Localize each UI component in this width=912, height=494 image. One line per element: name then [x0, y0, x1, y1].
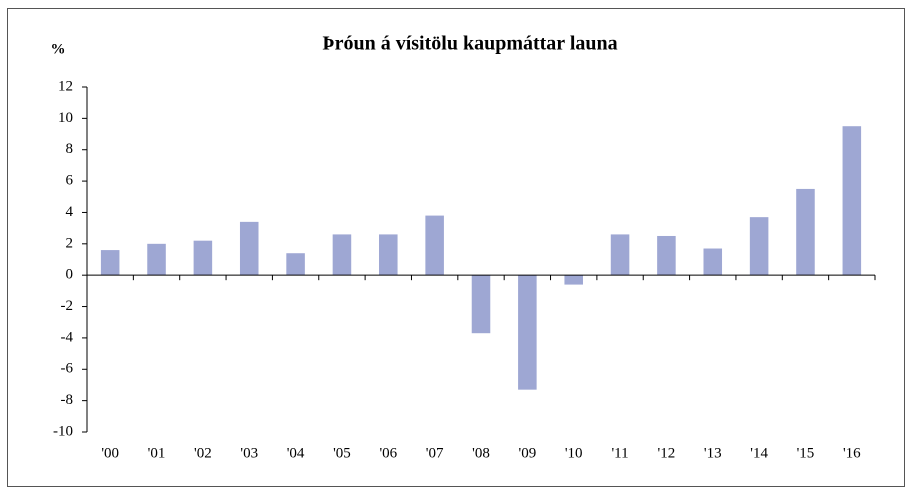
- x-tick-label: '16: [843, 445, 861, 461]
- x-tick-label: '15: [797, 445, 815, 461]
- bar: [703, 248, 723, 276]
- y-tick-label: -8: [61, 392, 74, 408]
- x-tick-label: '13: [704, 445, 722, 461]
- bar: [564, 275, 583, 285]
- y-tick-label: 8: [66, 141, 74, 157]
- y-tick-label: -6: [61, 361, 74, 377]
- bar: [425, 215, 444, 276]
- x-tick-label: '01: [148, 445, 166, 461]
- y-tick-label: -2: [61, 298, 74, 314]
- bar: [100, 250, 120, 276]
- x-tick-label: '07: [426, 445, 444, 461]
- y-tick-label: 6: [66, 173, 74, 189]
- y-tick-label: 2: [66, 235, 74, 251]
- x-tick-label: '10: [565, 445, 583, 461]
- x-tick-label: '05: [333, 445, 351, 461]
- x-tick-label: '00: [101, 445, 119, 461]
- bar: [796, 188, 815, 276]
- bar: [842, 126, 862, 276]
- y-tick-label: 12: [58, 78, 73, 94]
- x-tick-label: '03: [240, 445, 258, 461]
- x-tick-label: '04: [287, 445, 305, 461]
- x-tick-label: '06: [379, 445, 397, 461]
- x-tick-label: '09: [519, 445, 537, 461]
- y-tick-label: 0: [66, 267, 74, 283]
- y-tick-label: 10: [58, 110, 73, 126]
- bar: [518, 275, 537, 390]
- x-tick-label: '12: [658, 445, 676, 461]
- bar: [657, 235, 676, 276]
- chart-border: [7, 8, 905, 487]
- bar: [379, 234, 398, 276]
- bar: [332, 234, 352, 276]
- x-tick-label: '08: [472, 445, 490, 461]
- chart-title: Þróun á vísitölu kaupmáttar launa: [322, 33, 617, 55]
- x-tick-label: '02: [194, 445, 212, 461]
- y-tick-label: -4: [61, 329, 74, 345]
- bar: [286, 253, 305, 276]
- y-tick-label: 4: [66, 204, 74, 220]
- bar: [193, 240, 213, 276]
- x-tick-label: '14: [750, 445, 768, 461]
- y-axis-label: %: [51, 41, 66, 57]
- bar: [610, 234, 630, 276]
- bar: [749, 217, 769, 276]
- bar: [239, 221, 259, 276]
- bar: [471, 275, 491, 334]
- y-tick-label: -10: [53, 423, 73, 439]
- bar: [147, 243, 166, 276]
- x-tick-label: '11: [611, 445, 628, 461]
